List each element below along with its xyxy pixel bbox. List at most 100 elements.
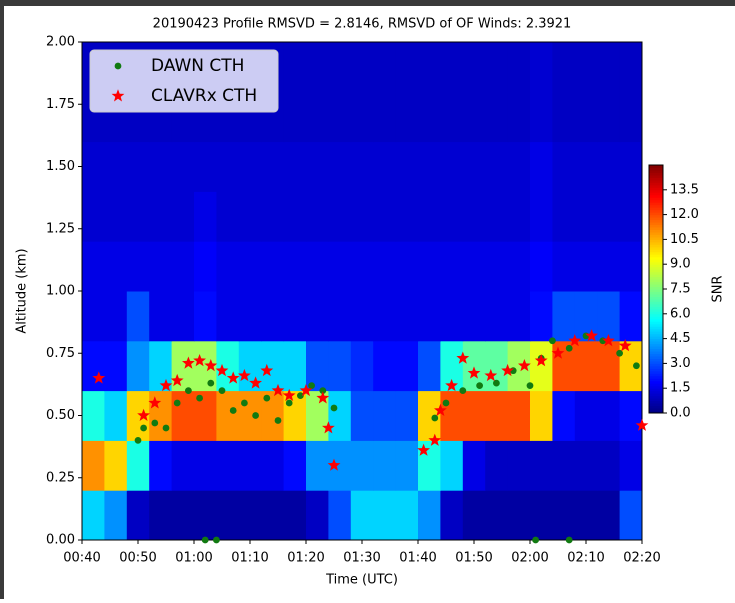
- heatmap-cell: [261, 341, 284, 391]
- heatmap-cell: [351, 191, 374, 241]
- heatmap-cell: [508, 241, 531, 291]
- colorbar-tick-label: 10.5: [670, 232, 699, 247]
- heatmap-cell: [530, 142, 553, 192]
- heatmap-cell: [418, 241, 441, 291]
- heatmap-cell: [306, 191, 329, 241]
- heatmap-cell: [149, 391, 172, 441]
- colorbar-tick-label: 9.0: [670, 257, 691, 272]
- heatmap-cell: [104, 291, 127, 341]
- heatmap-cell: [328, 142, 351, 192]
- chart: 20190423 Profile RMSVD = 2.8146, RMSVD o…: [0, 0, 735, 599]
- heatmap-cell: [418, 490, 441, 540]
- dot-marker: [219, 387, 226, 394]
- heatmap-cell: [463, 490, 486, 540]
- heatmap-cell: [239, 191, 262, 241]
- heatmap-cell: [328, 42, 351, 92]
- dot-marker: [549, 337, 556, 344]
- heatmap-cell: [216, 341, 239, 391]
- x-axis-label: Time (UTC): [325, 573, 398, 588]
- heatmap-cell: [373, 341, 396, 391]
- heatmap-cell: [284, 291, 307, 341]
- heatmap-cell: [597, 291, 620, 341]
- heatmap-cell: [127, 341, 150, 391]
- dot-marker: [308, 382, 315, 389]
- heatmap-cell: [440, 291, 463, 341]
- heatmap-cell: [328, 191, 351, 241]
- heatmap-cell: [396, 490, 419, 540]
- dot-marker: [493, 380, 500, 387]
- heatmap-cell: [620, 142, 643, 192]
- heatmap-cell: [508, 490, 531, 540]
- heatmap-cell: [597, 191, 620, 241]
- y-tick-label: 0.50: [46, 408, 75, 423]
- heatmap-cell: [418, 142, 441, 192]
- heatmap-cell: [127, 191, 150, 241]
- heatmap-cell: [396, 341, 419, 391]
- heatmap-cell: [239, 241, 262, 291]
- heatmap-cell: [373, 440, 396, 490]
- heatmap-cell: [149, 142, 172, 192]
- dot-marker: [476, 382, 483, 389]
- heatmap-cell: [261, 291, 284, 341]
- heatmap-cell: [194, 142, 217, 192]
- heatmap-cell: [620, 490, 643, 540]
- heatmap-cell: [575, 42, 598, 92]
- dot-marker: [275, 417, 282, 424]
- heatmap-cell: [239, 440, 262, 490]
- legend-label: CLAVRx CTH: [151, 86, 257, 106]
- heatmap-cell: [149, 241, 172, 291]
- page: {"chart_data": { "type": "heatmap", "tit…: [0, 0, 735, 603]
- heatmap-cell: [261, 241, 284, 291]
- heatmap-cell: [216, 191, 239, 241]
- heatmap-cell: [463, 142, 486, 192]
- heatmap-cell: [216, 241, 239, 291]
- heatmap-cell: [149, 440, 172, 490]
- heatmap-cell: [216, 490, 239, 540]
- heatmap-cell: [463, 241, 486, 291]
- heatmap-cell: [508, 42, 531, 92]
- dot-marker: [459, 387, 466, 394]
- y-tick-label: 2.00: [46, 35, 75, 50]
- heatmap-cell: [620, 42, 643, 92]
- heatmap-cell: [328, 391, 351, 441]
- heatmap-cell: [440, 142, 463, 192]
- dot-marker: [135, 437, 142, 444]
- heatmap-cell: [328, 241, 351, 291]
- colorbar-tick-label: 13.5: [670, 182, 699, 197]
- heatmap-cell: [104, 440, 127, 490]
- heatmap-cell: [149, 191, 172, 241]
- heatmap-cell: [440, 391, 463, 441]
- dot-marker: [431, 415, 438, 422]
- y-tick-label: 1.00: [46, 284, 75, 299]
- heatmap-cell: [149, 291, 172, 341]
- heatmap-cell: [82, 142, 105, 192]
- heatmap-cell: [373, 42, 396, 92]
- heatmap-cell: [552, 291, 575, 341]
- heatmap-cell: [552, 42, 575, 92]
- heatmap-cell: [485, 191, 508, 241]
- heatmap-cell: [216, 142, 239, 192]
- heatmap-cell: [485, 440, 508, 490]
- heatmap-cell: [396, 142, 419, 192]
- heatmap-cell: [261, 142, 284, 192]
- heatmap-cell: [284, 440, 307, 490]
- dot-marker: [532, 537, 539, 544]
- heatmap-cell: [261, 490, 284, 540]
- heatmap-cell: [530, 440, 553, 490]
- heatmap-cell: [508, 191, 531, 241]
- dot-marker: [230, 407, 237, 414]
- heatmap-cell: [306, 92, 329, 142]
- x-tick-label: 01:20: [287, 551, 324, 566]
- colorbar-tick-label: 3.0: [670, 356, 691, 371]
- y-tick-label: 1.50: [46, 159, 75, 174]
- colorbar-tick-label: 12.0: [670, 207, 699, 222]
- heatmap-cell: [418, 440, 441, 490]
- heatmap-cell: [194, 291, 217, 341]
- heatmap-cell: [216, 291, 239, 341]
- heatmap-cell: [351, 241, 374, 291]
- colorbar-tick-label: 6.0: [670, 306, 691, 321]
- y-tick-label: 0.00: [46, 533, 75, 548]
- heatmap-cell: [104, 341, 127, 391]
- window-frame: [0, 0, 735, 6]
- x-tick-label: 01:30: [343, 551, 380, 566]
